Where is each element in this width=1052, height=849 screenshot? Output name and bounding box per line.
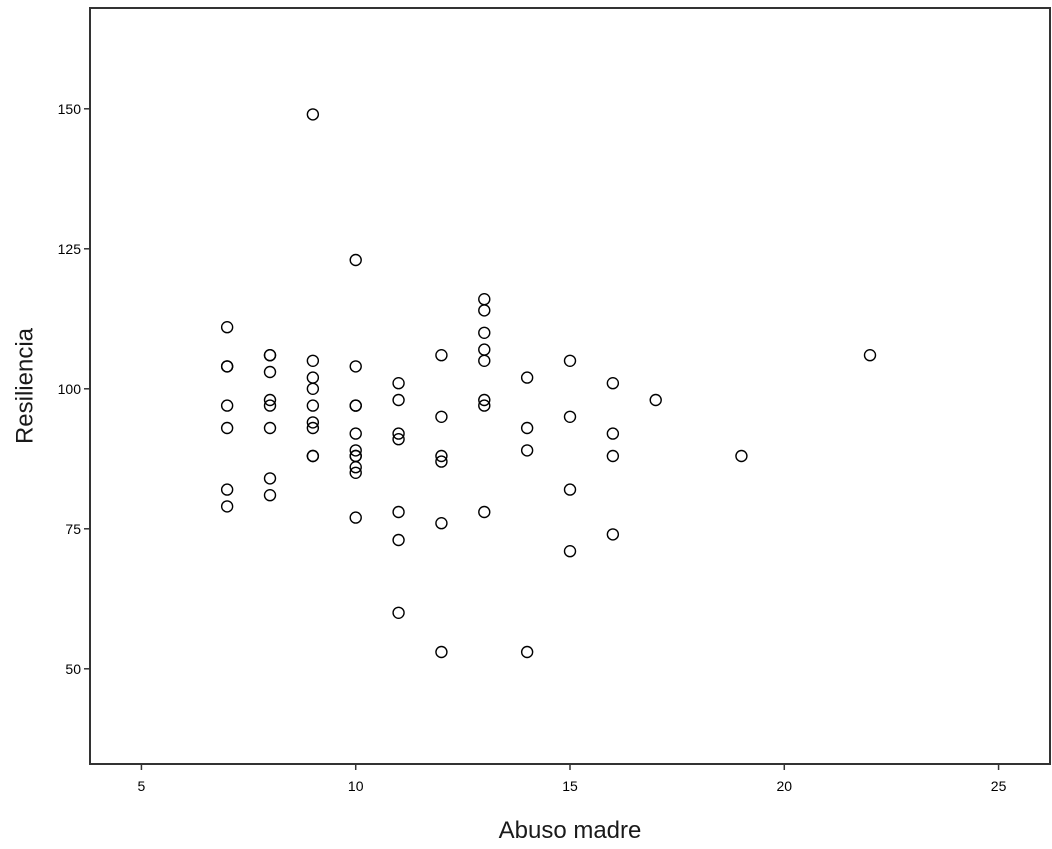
- data-point: [306, 382, 320, 395]
- data-point: [478, 393, 491, 407]
- x-tick-label: 25: [991, 778, 1007, 794]
- data-point: [220, 321, 234, 334]
- data-point: [606, 427, 620, 440]
- data-point: [220, 399, 234, 412]
- data-point: [349, 399, 362, 412]
- data-point: [306, 421, 320, 435]
- x-axis-title: Abuso madre: [499, 817, 642, 844]
- data-point: [649, 393, 662, 407]
- y-tick-label: 125: [58, 241, 82, 257]
- data-point: [392, 393, 405, 407]
- data-point: [263, 421, 277, 435]
- data-point: [435, 410, 448, 423]
- data-point: [435, 517, 448, 530]
- data-point: [435, 449, 448, 463]
- x-tick-label: 10: [348, 778, 364, 794]
- data-point: [392, 427, 405, 440]
- x-axis-ticks: 5 10 15 20 25: [138, 764, 1007, 794]
- y-axis-ticks: 50 75 100 125 150: [58, 101, 90, 677]
- data-point: [863, 349, 877, 362]
- data-point: [478, 399, 491, 412]
- data-point: [349, 253, 362, 267]
- data-point: [349, 427, 362, 440]
- data-point: [306, 354, 320, 367]
- data-point: [263, 489, 277, 502]
- data-point: [349, 444, 362, 457]
- data-point: [263, 472, 277, 485]
- y-axis-title: Resiliencia: [11, 327, 38, 444]
- data-point: [478, 505, 491, 519]
- data-point: [392, 505, 405, 519]
- data-point: [220, 500, 234, 513]
- x-tick-label: 20: [776, 778, 792, 794]
- data-point: [478, 354, 491, 367]
- data-point: [606, 377, 620, 390]
- data-point: [563, 354, 577, 367]
- data-point: [392, 533, 405, 547]
- data-point: [392, 606, 405, 619]
- data-point: [349, 511, 362, 524]
- data-point: [563, 410, 577, 423]
- data-point: [306, 449, 320, 463]
- data-point: [306, 416, 320, 429]
- data-points: [220, 108, 877, 659]
- data-point: [520, 444, 534, 457]
- data-point: [520, 371, 534, 384]
- y-tick-label: 75: [65, 521, 81, 537]
- data-point: [349, 461, 362, 474]
- data-point: [435, 455, 448, 468]
- data-point: [392, 377, 405, 390]
- data-point: [220, 421, 234, 435]
- data-point: [220, 360, 234, 373]
- data-point: [392, 433, 405, 446]
- data-point: [606, 528, 620, 541]
- x-tick-label: 5: [138, 778, 146, 794]
- data-point: [435, 349, 448, 362]
- data-point: [563, 545, 577, 558]
- y-tick-label: 150: [58, 101, 82, 117]
- data-point: [478, 326, 491, 339]
- data-point: [220, 483, 234, 496]
- data-point: [735, 449, 748, 463]
- data-point: [606, 449, 620, 463]
- x-tick-label: 15: [562, 778, 578, 794]
- data-point: [263, 399, 277, 412]
- y-tick-label: 100: [58, 381, 82, 397]
- data-point: [263, 349, 277, 362]
- data-point: [435, 645, 448, 659]
- data-point: [306, 399, 320, 412]
- data-point: [263, 365, 277, 379]
- data-point: [478, 304, 491, 317]
- data-point: [520, 645, 534, 659]
- data-point: [520, 421, 534, 435]
- y-tick-label: 50: [65, 661, 81, 677]
- data-point: [263, 393, 277, 407]
- data-point: [349, 360, 362, 373]
- data-point: [349, 466, 362, 479]
- data-point: [306, 108, 320, 121]
- data-point: [563, 483, 577, 496]
- plot-area-frame: [89, 7, 1051, 765]
